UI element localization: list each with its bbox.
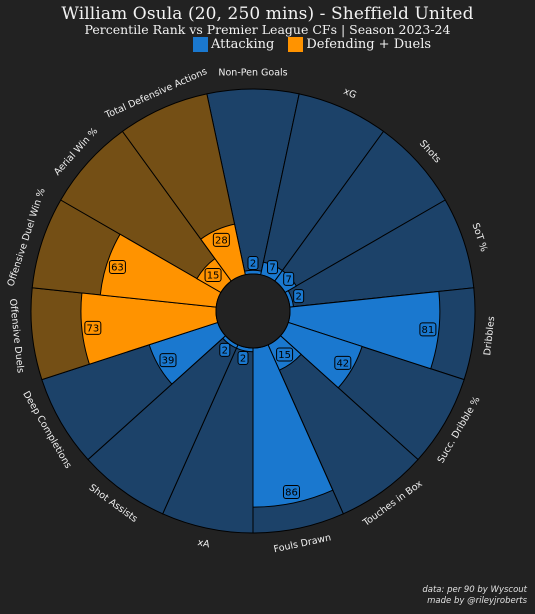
value-label-shot-assists: 2 [222, 345, 228, 356]
chart-title: William Osula (20, 250 mins) - Sheffield… [61, 4, 474, 24]
value-badge-xa [237, 350, 249, 365]
value-badge-offensive-duel-win [108, 259, 126, 274]
category-label-dribbles: Dribbles [482, 316, 497, 356]
legend-item-attacking: Attacking [193, 37, 274, 52]
value-label-non-pen-goals: 2 [250, 259, 256, 270]
value-badge-shot-assists [219, 342, 231, 357]
category-label-xg: xG [342, 86, 358, 101]
legend-swatch-attacking [193, 37, 208, 52]
legend-item-defending: Defending + Duels [288, 37, 431, 52]
value-label-sot: 2 [295, 292, 301, 303]
value-badge-non-pen-goals [247, 256, 259, 270]
category-label-fouls-drawn: Fouls Drawn [273, 532, 332, 555]
value-badge-touches-in-box [276, 347, 294, 362]
value-badge-fouls-drawn [282, 485, 300, 500]
value-label-shots: 7 [285, 274, 291, 285]
chart-subtitle: Percentile Rank vs Premier League CFs | … [84, 22, 451, 37]
value-label-touches-in-box: 15 [278, 350, 291, 361]
value-label-offensive-duels: 73 [86, 323, 99, 334]
footer-credits: data: per 90 by Wyscout made by @rileyjr… [422, 585, 527, 606]
category-label-non-pen-goals: Non-Pen Goals [218, 68, 287, 79]
value-label-deep-completions: 39 [162, 356, 175, 367]
value-badge-succ-dribble [334, 355, 352, 370]
category-label-xa: xA [196, 537, 211, 550]
value-label-aerial-win: 15 [207, 271, 220, 282]
value-badge-total-defensive-actions [212, 232, 230, 247]
value-badge-deep-completions [159, 353, 177, 368]
value-badge-shots [283, 271, 295, 286]
value-label-succ-dribble: 42 [336, 358, 349, 369]
value-badge-xg [267, 260, 279, 275]
value-label-dribbles: 81 [422, 325, 435, 336]
category-label-offensive-duels: Offensive Duels [7, 298, 26, 374]
value-badge-aerial-win [204, 268, 222, 283]
legend-label-defending: Defending + Duels [306, 37, 432, 52]
center-hub [215, 273, 291, 349]
value-label-total-defensive-actions: 28 [215, 235, 228, 246]
legend-swatch-defending [288, 37, 304, 52]
value-label-fouls-drawn: 86 [285, 488, 298, 499]
value-badge-dribbles [419, 322, 437, 337]
legend-label-attacking: Attacking [211, 37, 275, 52]
category-label-sot: SoT % [470, 222, 490, 254]
value-badge-offensive-duels [84, 320, 102, 335]
footer-data-source: data: per 90 by Wyscout [422, 585, 527, 595]
value-label-xa: 2 [240, 353, 246, 364]
value-label-offensive-duel-win: 63 [111, 262, 124, 273]
value-label-xg: 7 [269, 263, 275, 274]
value-badge-sot [293, 289, 305, 304]
legend: Attacking Defending + Duels [193, 37, 445, 52]
category-label-shots: Shots [417, 138, 443, 165]
footer-author: made by @rileyjroberts [427, 595, 527, 606]
